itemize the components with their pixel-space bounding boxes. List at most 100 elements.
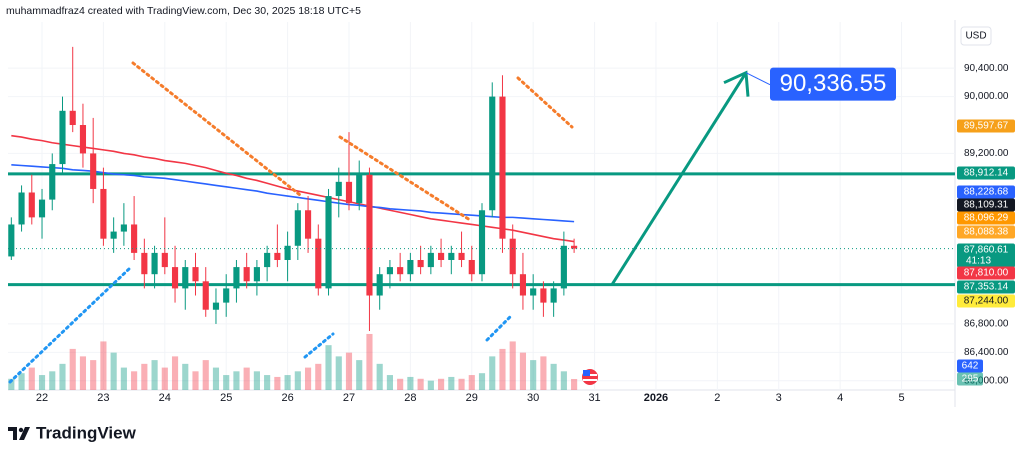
volume-bar bbox=[376, 363, 383, 390]
volume-tag bbox=[957, 372, 983, 386]
candle-body bbox=[448, 252, 455, 260]
candle-body bbox=[550, 288, 557, 303]
price-tag bbox=[957, 243, 1015, 268]
volume-bar bbox=[233, 371, 240, 390]
target-box bbox=[770, 67, 896, 101]
candle-body bbox=[79, 125, 87, 154]
price-tag-label: 88,096.29 bbox=[964, 213, 1009, 224]
x-tick-label: 23 bbox=[97, 392, 109, 404]
volume-bar bbox=[458, 378, 465, 390]
trend-drawings bbox=[8, 61, 574, 384]
candle-body bbox=[151, 252, 158, 275]
candle-body bbox=[18, 192, 25, 225]
x-tick-label: 29 bbox=[466, 392, 478, 404]
volume-bar bbox=[397, 378, 404, 390]
footer-brand: TradingView bbox=[36, 423, 137, 442]
price-tag bbox=[957, 119, 1015, 133]
dotted-trend bbox=[485, 315, 512, 342]
dotted-trend bbox=[8, 266, 132, 384]
volume-bar bbox=[315, 363, 322, 390]
candle-body bbox=[223, 288, 230, 303]
x-tick-label: 24 bbox=[159, 392, 171, 404]
candle-body bbox=[386, 267, 393, 275]
price-tag bbox=[957, 211, 1015, 225]
volume-bar bbox=[141, 363, 148, 390]
volume-bar bbox=[151, 360, 158, 390]
volume-bar bbox=[274, 376, 281, 390]
plot bbox=[8, 22, 955, 390]
candle-body bbox=[356, 174, 363, 204]
volume-bar bbox=[519, 352, 527, 390]
x-tick-label: 2 bbox=[714, 392, 720, 404]
candle-body bbox=[294, 210, 301, 246]
candle-body bbox=[253, 267, 260, 282]
candle-body bbox=[345, 181, 353, 204]
x-tick-label: 3 bbox=[776, 392, 782, 404]
price-tag bbox=[957, 225, 1015, 239]
logo: TradingView bbox=[8, 423, 137, 442]
candle-body bbox=[28, 192, 35, 218]
candle-body bbox=[315, 238, 322, 289]
x-tick-label: 26 bbox=[281, 392, 293, 404]
candle-body bbox=[141, 252, 148, 275]
price-tag-label: 88,228.68 bbox=[964, 187, 1009, 198]
volume-bar bbox=[560, 371, 567, 390]
price-tag bbox=[957, 166, 1015, 180]
candle-body bbox=[407, 259, 414, 275]
volume-bar bbox=[417, 378, 424, 390]
volume-bar bbox=[304, 367, 312, 390]
candle-body bbox=[171, 267, 179, 289]
volume-tag-label: 295 bbox=[962, 374, 979, 385]
candle-body bbox=[49, 164, 56, 200]
candle-body bbox=[335, 181, 342, 197]
y-tick-label: 90,000.00 bbox=[964, 91, 1009, 102]
x-tick-label: 28 bbox=[404, 392, 416, 404]
volume-bar bbox=[366, 333, 373, 390]
volume-ma-tag bbox=[957, 359, 983, 373]
dotted-trend bbox=[131, 61, 302, 197]
y-tick-label: 90,400.00 bbox=[964, 63, 1009, 74]
volume-bar bbox=[253, 371, 260, 390]
candle-body bbox=[376, 274, 383, 296]
volume-bar bbox=[448, 376, 455, 390]
candle-body bbox=[417, 259, 424, 268]
volume-bar bbox=[407, 376, 414, 390]
price-tag bbox=[957, 280, 1015, 294]
price-tag bbox=[957, 294, 1015, 308]
currency-box[interactable] bbox=[960, 26, 992, 46]
volume-bar bbox=[182, 363, 189, 390]
volume-bar bbox=[540, 356, 547, 390]
volume-bar bbox=[90, 360, 97, 390]
candle-body bbox=[284, 245, 291, 260]
x-tick-label: 31 bbox=[588, 392, 600, 404]
volume-bar bbox=[202, 360, 209, 390]
candle-body bbox=[499, 96, 506, 239]
dotted-trend bbox=[338, 135, 472, 222]
candle-body bbox=[233, 267, 240, 289]
volume-bar bbox=[110, 352, 117, 390]
price-tag bbox=[957, 198, 1015, 212]
countdown: 41:13 bbox=[966, 256, 991, 267]
candle-body bbox=[69, 110, 76, 126]
volume-bar bbox=[468, 375, 475, 390]
volume-bar bbox=[18, 373, 25, 390]
candle-body bbox=[264, 252, 271, 268]
price-tag-label: 87,244.00 bbox=[964, 296, 1009, 307]
volume-bar bbox=[8, 378, 15, 390]
volume-bar bbox=[120, 367, 127, 390]
price-tag-label: 88,109.31 bbox=[964, 200, 1009, 211]
candle-body bbox=[182, 267, 189, 289]
candle-body bbox=[530, 288, 537, 296]
volume-bar bbox=[59, 363, 66, 390]
volume-bar bbox=[212, 367, 220, 390]
volume-bar bbox=[294, 371, 301, 390]
volume-bar bbox=[335, 356, 342, 390]
candle-body bbox=[212, 302, 220, 310]
candle-body bbox=[202, 281, 209, 310]
price-tag-label: 87,353.14 bbox=[964, 282, 1009, 293]
price-tag-label: 87,810.00 bbox=[964, 268, 1009, 279]
volume-bar bbox=[192, 371, 199, 390]
dotted-trend bbox=[303, 332, 335, 359]
volume-bar bbox=[161, 367, 168, 390]
